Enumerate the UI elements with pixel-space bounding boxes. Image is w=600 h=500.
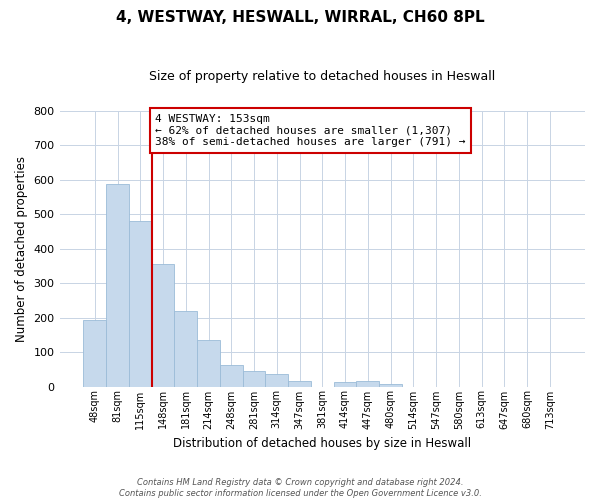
Text: 4, WESTWAY, HESWALL, WIRRAL, CH60 8PL: 4, WESTWAY, HESWALL, WIRRAL, CH60 8PL <box>116 10 484 25</box>
Bar <box>356 381 379 386</box>
Text: 4 WESTWAY: 153sqm
← 62% of detached houses are smaller (1,307)
38% of semi-detac: 4 WESTWAY: 153sqm ← 62% of detached hous… <box>155 114 466 147</box>
Bar <box>175 312 197 386</box>
Bar <box>220 366 242 386</box>
X-axis label: Distribution of detached houses by size in Heswall: Distribution of detached houses by size … <box>173 437 472 450</box>
Bar <box>379 384 402 386</box>
Bar <box>197 340 220 386</box>
Bar <box>106 184 129 386</box>
Bar <box>83 320 106 386</box>
Bar <box>334 382 356 386</box>
Y-axis label: Number of detached properties: Number of detached properties <box>15 156 28 342</box>
Bar <box>129 221 152 386</box>
Bar <box>242 372 265 386</box>
Bar <box>265 374 288 386</box>
Bar <box>288 381 311 386</box>
Title: Size of property relative to detached houses in Heswall: Size of property relative to detached ho… <box>149 70 496 83</box>
Bar <box>152 264 175 386</box>
Text: Contains HM Land Registry data © Crown copyright and database right 2024.
Contai: Contains HM Land Registry data © Crown c… <box>119 478 481 498</box>
